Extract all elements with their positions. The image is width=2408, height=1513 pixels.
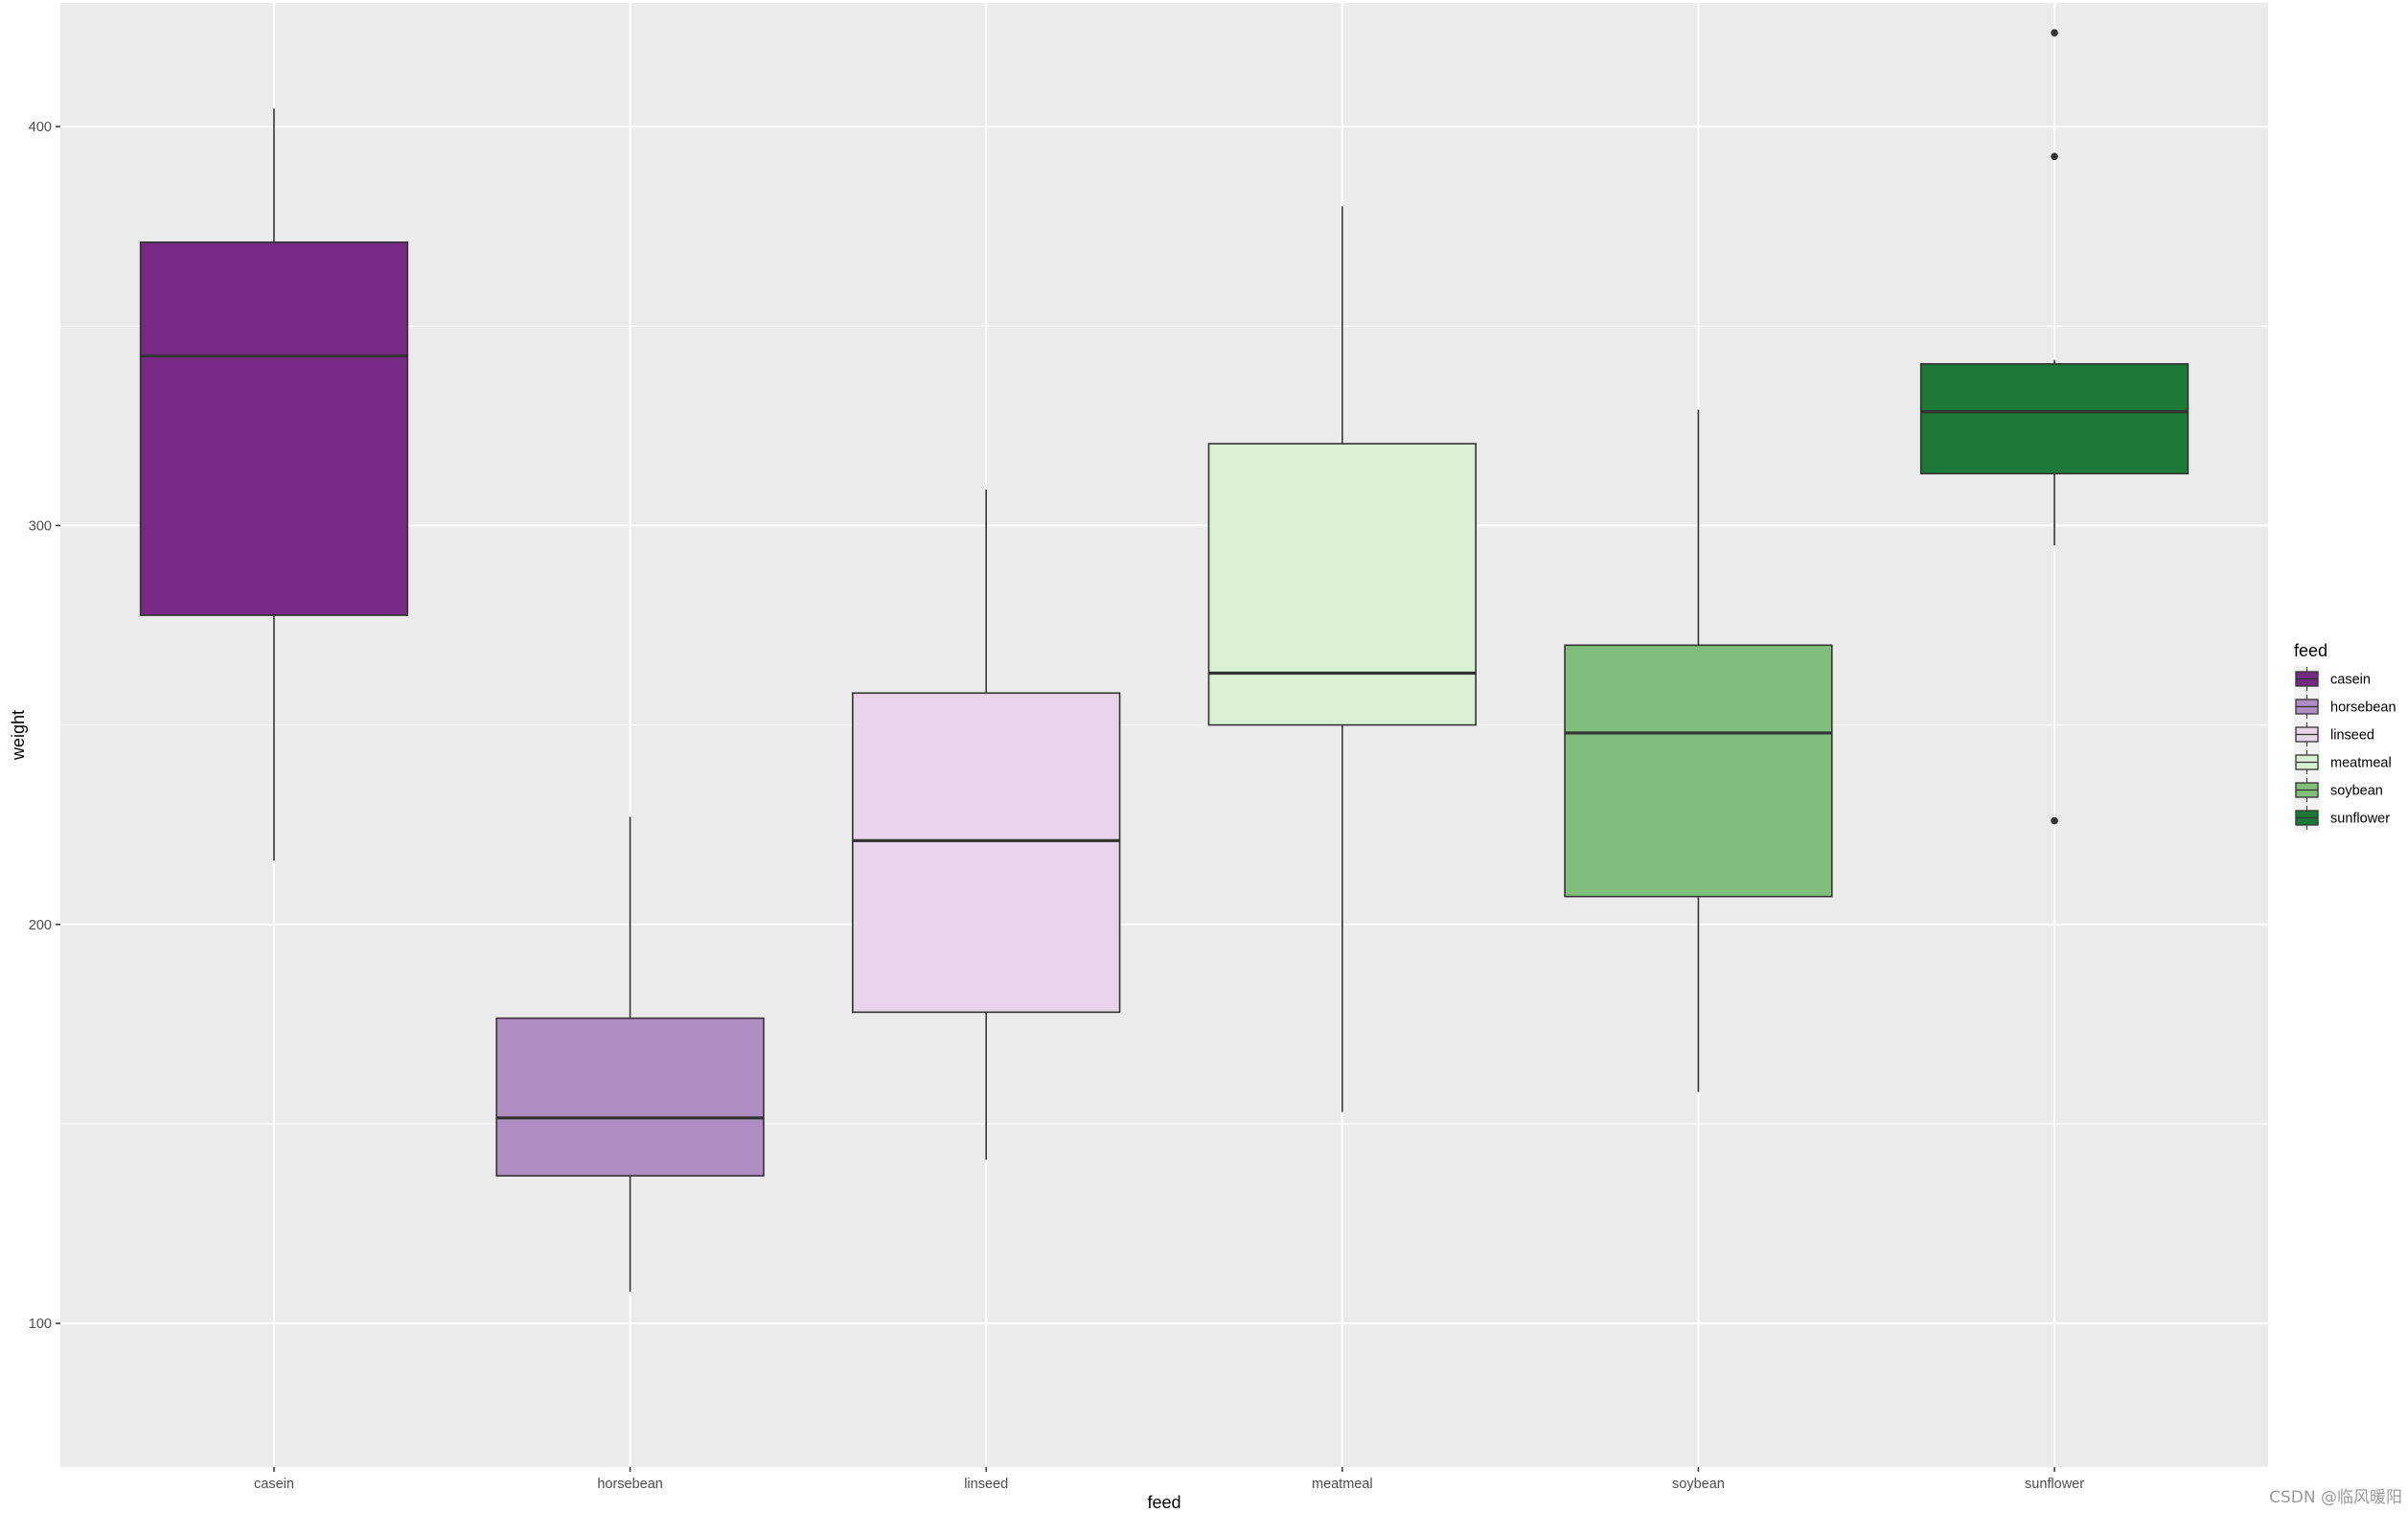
x-tick-label: soybean: [1672, 1477, 1725, 1492]
outlier-point: [2051, 816, 2058, 825]
box-casein: [139, 108, 409, 861]
box-series: [139, 29, 2190, 1292]
y-tick-label: 200: [29, 918, 52, 933]
legend-label: linseed: [2330, 728, 2374, 744]
watermark: CSDN @临风暖阳: [2269, 1488, 2402, 1507]
outlier-point: [2051, 29, 2058, 37]
legend-label: sunflower: [2330, 812, 2390, 827]
iqr-box: [495, 1017, 765, 1177]
x-axis-title: feed: [1147, 1493, 1181, 1512]
plot-panel: [60, 3, 2268, 1467]
iqr-box: [1919, 362, 2190, 475]
legend-item-soybean: soybean: [2294, 776, 2383, 804]
legend-title: feed: [2294, 641, 2328, 660]
y-tick-label: 300: [29, 518, 52, 534]
y-axis: 100 200 300 400: [29, 120, 60, 1332]
x-axis: casein horsebean linseed meatmeal soybean sun…: [254, 1467, 2084, 1492]
y-tick-label: 100: [29, 1317, 52, 1332]
legend-label: soybean: [2330, 784, 2383, 799]
x-tick-label: casein: [254, 1477, 294, 1492]
legend-item-meatmeal: meatmeal: [2294, 748, 2392, 776]
y-axis-title: weight: [9, 710, 28, 761]
box-horsebean: [495, 816, 765, 1292]
y-tick-label: 400: [29, 120, 52, 135]
legend-item-horsebean: horsebean: [2294, 693, 2397, 721]
box-sunflower: [1919, 29, 2190, 825]
box-meatmeal: [1207, 206, 1477, 1112]
legend-item-casein: casein: [2294, 665, 2371, 693]
legend-label: casein: [2330, 673, 2371, 688]
legend: feed casein horsebean linseed meatmeal soybe…: [2294, 641, 2397, 832]
iqr-box: [1207, 443, 1477, 726]
box-linseed: [852, 489, 1121, 1160]
outlier-point: [2051, 152, 2058, 161]
legend-label: horsebean: [2330, 700, 2397, 716]
x-tick-label: meatmeal: [1312, 1477, 1373, 1492]
box-soybean: [1564, 409, 1833, 1092]
iqr-box: [852, 692, 1121, 1014]
legend-item-sunflower: sunflower: [2294, 804, 2390, 832]
minor-gridlines: [60, 325, 2268, 1125]
legend-label: meatmeal: [2330, 756, 2392, 771]
x-tick-label: linseed: [964, 1477, 1008, 1492]
iqr-box: [1564, 644, 1833, 898]
x-tick-label: horsebean: [597, 1477, 663, 1492]
x-tick-label: sunflower: [2025, 1477, 2084, 1492]
iqr-box: [139, 241, 409, 616]
legend-item-linseed: linseed: [2294, 721, 2374, 748]
